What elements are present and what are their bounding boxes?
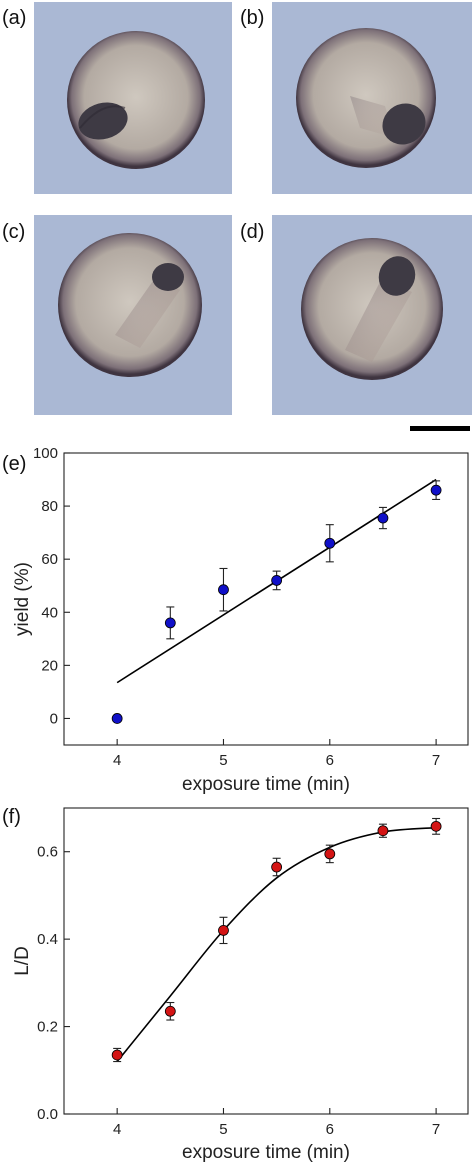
chart-f-y-tick-label: 0.2 (37, 1019, 58, 1036)
panel-label-d: (d) (240, 221, 264, 243)
chart-e-x-tick-label: 7 (432, 752, 440, 769)
chart-e-data-point (377, 512, 389, 524)
chart-f-data-point (377, 825, 389, 837)
chart-f-y-tick-label: 0.0 (37, 1106, 58, 1123)
chart-e-x-tick-label: 5 (219, 752, 227, 769)
chart-f-y-axis-title: L/D (12, 946, 33, 976)
chart-e-data-point (271, 575, 283, 586)
chart-e-data-point (111, 713, 123, 724)
chart-e-yield: (e) 4 5 6 7 0 20 40 60 80 100 exposure time (min)… (2, 445, 469, 795)
chart-f-x-tick-label: 6 (326, 1121, 334, 1138)
chart-f-data-point (430, 820, 442, 832)
chart-e-y-tick-label: 100 (33, 445, 58, 462)
micrograph-panel-c (34, 215, 232, 415)
panel-label-f: (f) (2, 806, 21, 828)
chart-e-marks: 4 5 6 7 0 20 40 60 80 100 (33, 445, 442, 769)
chart-e-y-tick-label: 80 (41, 498, 58, 515)
chart-e-plot-frame (63, 452, 469, 746)
chart-e-y-tick-label: 60 (41, 551, 58, 568)
micrograph-panel-b (272, 2, 472, 194)
chart-f-data-point (164, 1005, 176, 1017)
chart-e-data-point (324, 537, 336, 549)
chart-f-x-tick-label: 5 (219, 1121, 227, 1138)
chart-f-x-tick-label: 7 (432, 1121, 440, 1138)
chart-f-x-axis-title: exposure time (min) (182, 1142, 350, 1163)
chart-e-data-point (430, 484, 442, 496)
panel-label-e: (e) (2, 453, 26, 475)
chart-e-x-tick-label: 4 (113, 752, 121, 769)
chart-e-x-tick-label: 6 (326, 752, 334, 769)
panel-label-b: (b) (240, 7, 264, 29)
chart-e-y-tick-label: 0 (50, 710, 58, 727)
scale-bar (410, 426, 470, 431)
chart-e-y-tick-label: 40 (41, 604, 58, 621)
chart-e-data-point (164, 617, 176, 629)
chart-f-data-point (271, 861, 283, 873)
chart-e-data-point (218, 584, 229, 596)
chart-e-x-axis-title: exposure time (min) (182, 774, 350, 795)
chart-e-y-axis-title: yield (%) (12, 562, 33, 636)
micrograph-panel-a (34, 2, 232, 194)
chart-f-data-point (111, 1049, 123, 1061)
micrograph-panel-d (272, 215, 472, 415)
chart-f-y-tick-label: 0.6 (37, 844, 58, 861)
chart-f-y-tick-label: 0.4 (37, 931, 58, 948)
chart-f-marks: 4 5 6 7 0.0 0.2 0.4 0.6 (37, 817, 442, 1138)
chart-f-x-tick-label: 4 (113, 1121, 121, 1138)
chart-f-data-point (324, 848, 336, 860)
chart-e-y-tick-label: 20 (41, 657, 58, 674)
chart-f-data-point (218, 925, 229, 936)
chart-f-plot-frame (63, 807, 469, 1115)
panel-label-c: (c) (2, 221, 25, 243)
panel-label-a: (a) (2, 7, 26, 29)
chart-f-ld: (f) 4 5 6 7 0.0 0.2 0.4 0.6 exposure time (min)… (2, 806, 469, 1163)
